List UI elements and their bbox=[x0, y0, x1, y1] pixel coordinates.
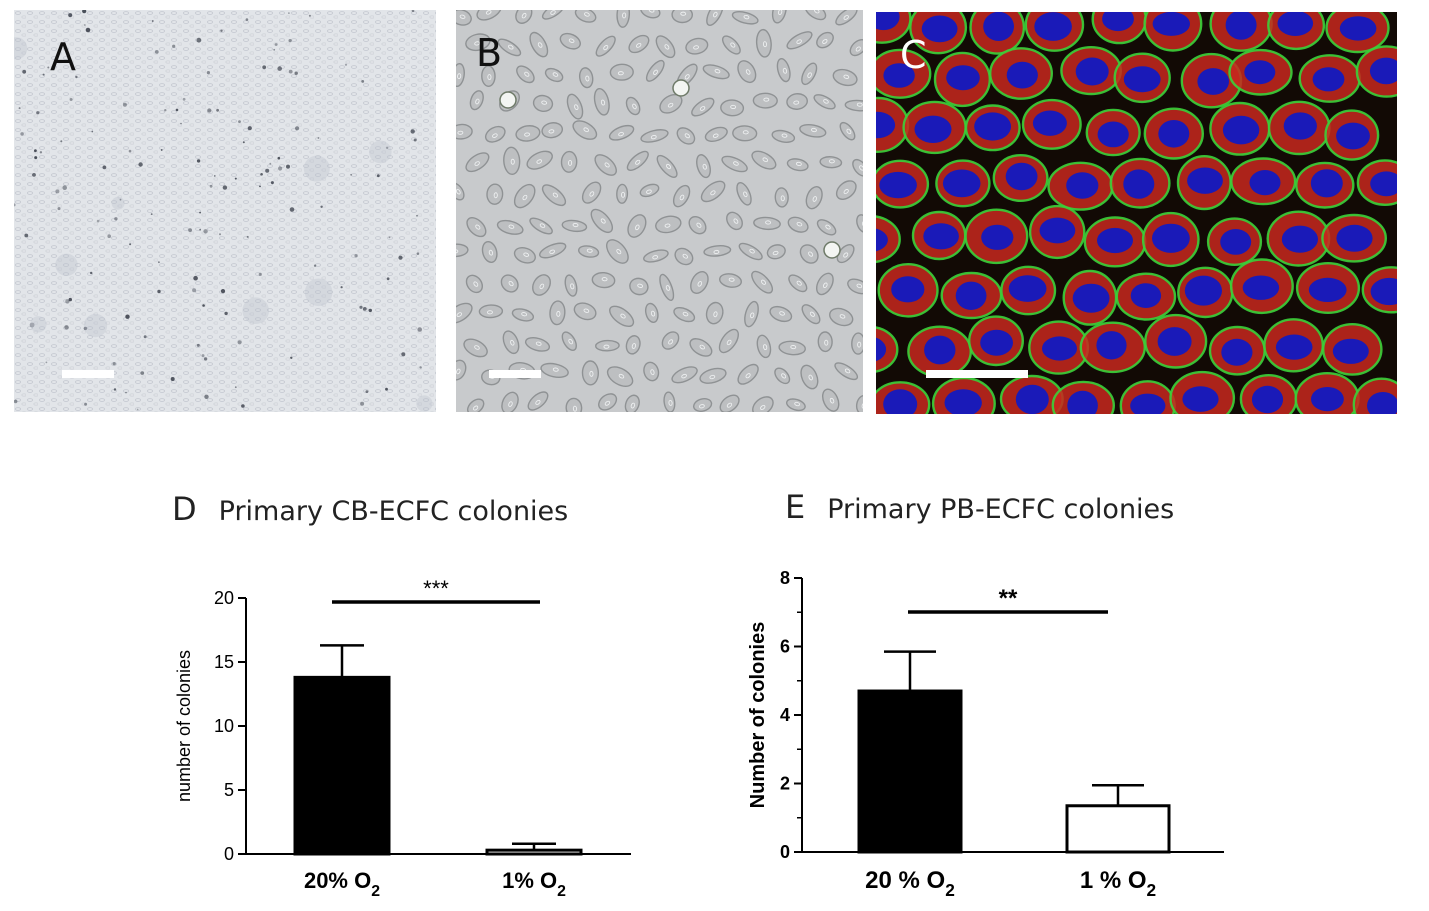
panel-label-a: A bbox=[50, 35, 76, 79]
category-label: 1 % O2 bbox=[1080, 867, 1156, 900]
y-tick-label: 15 bbox=[214, 652, 234, 672]
y-tick-label: 0 bbox=[224, 844, 234, 864]
bar-chart-e: 0 2 4 6 8 Number of colonies 20 % O2 1 % O2 ** bbox=[747, 568, 1224, 900]
y-tick-label: 4 bbox=[780, 705, 790, 725]
bar bbox=[1065, 804, 1171, 854]
scale-bar-a bbox=[62, 370, 114, 378]
scale-bar-b bbox=[489, 370, 541, 378]
y-tick-label: 8 bbox=[780, 568, 790, 588]
y-tick-label: 6 bbox=[780, 637, 790, 657]
panel-label-e: E bbox=[785, 488, 806, 526]
category-label: 20% O2 bbox=[304, 868, 380, 900]
y-tick-label: 20 bbox=[214, 588, 234, 608]
y-tick-label: 2 bbox=[780, 774, 790, 794]
panel-label-d: D bbox=[172, 490, 197, 528]
chart-e-title: Primary PB-ECFC colonies bbox=[827, 494, 1175, 525]
chart-d-heading: D Primary CB-ECFC colonies bbox=[172, 490, 568, 528]
micrograph-a-texture bbox=[14, 10, 436, 412]
y-tick-label: 0 bbox=[780, 842, 790, 862]
bar bbox=[293, 675, 391, 856]
bar bbox=[857, 689, 963, 854]
significance-label: ** bbox=[999, 585, 1018, 612]
micrograph-panel-b: B bbox=[456, 10, 863, 412]
category-label: 1% O2 bbox=[502, 868, 566, 900]
bar bbox=[485, 848, 583, 856]
micrograph-panel-a: A bbox=[14, 10, 436, 412]
y-axis-label: number of colonies bbox=[174, 650, 194, 802]
micrograph-b-texture bbox=[456, 10, 863, 412]
bar-chart-d: 0 5 10 15 20 number of colonies 20% O2 1% O2 *** bbox=[174, 576, 631, 900]
micrograph-panel-c: C bbox=[876, 12, 1397, 414]
significance-label: *** bbox=[423, 576, 449, 601]
y-tick-label: 10 bbox=[214, 716, 234, 736]
y-tick-label: 5 bbox=[224, 780, 234, 800]
panel-label-b: B bbox=[476, 31, 503, 75]
y-axis-label: Number of colonies bbox=[747, 622, 769, 809]
scale-bar-c bbox=[926, 370, 1028, 378]
chart-d-title: Primary CB-ECFC colonies bbox=[218, 496, 569, 527]
category-label: 20 % O2 bbox=[865, 867, 955, 900]
panel-label-c: C bbox=[900, 33, 927, 77]
micrograph-c-texture bbox=[876, 12, 1397, 414]
chart-e-heading: E Primary PB-ECFC colonies bbox=[785, 488, 1174, 526]
